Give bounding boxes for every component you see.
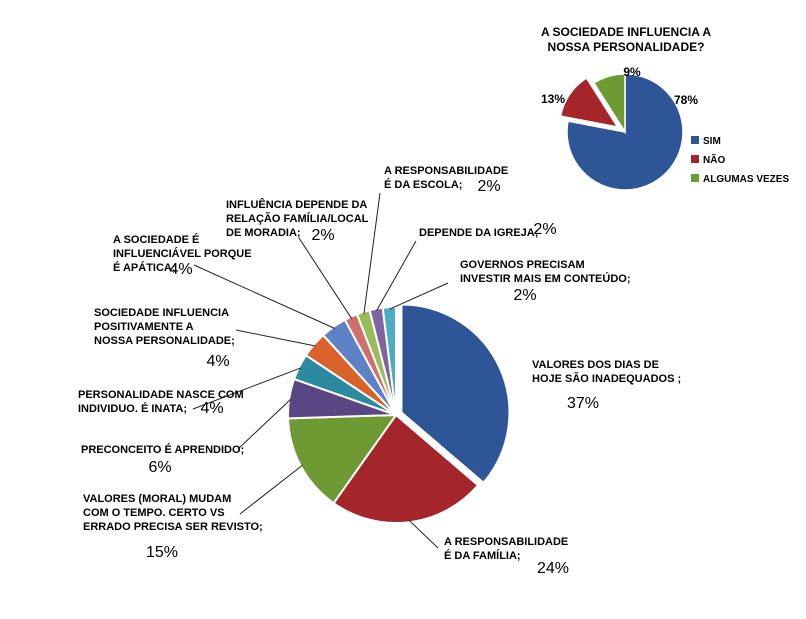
slice-percent-9: 2% xyxy=(477,178,500,195)
leader-line xyxy=(239,464,303,515)
slice-label-9: A RESPONSABILIDADE É DA ESCOLA; xyxy=(384,165,508,191)
slice-percent-7: 4% xyxy=(169,261,192,278)
pie-data-label: 78% xyxy=(674,93,698,107)
leader-line xyxy=(363,192,381,315)
slice-label-4: PRECONCEITO É APRENDIDO; xyxy=(81,443,244,456)
pie-slice-3 xyxy=(592,73,626,135)
leader-line xyxy=(376,240,417,312)
slice-label-5: PERSONALIDADE NASCE COM INDIVIDUO. É INAT… xyxy=(78,389,244,415)
slice-percent-6: 4% xyxy=(206,353,229,370)
slice-percent-8: 2% xyxy=(311,227,334,244)
slice-label-11: GOVERNOS PRECISAM INVESTIR MAIS EM CONTEÚ… xyxy=(460,259,631,285)
pie-data-label: 13% xyxy=(541,92,565,106)
slice-label-6: SOCIEDADE INFLUENCIA POSITIVAMENTE A NOSSA… xyxy=(94,307,235,347)
leader-line xyxy=(298,237,353,319)
legend-item-algumas-vezes-swatch xyxy=(691,174,699,182)
slice-percent-5: 4% xyxy=(200,400,223,417)
legend-item-sim-swatch xyxy=(691,136,699,144)
leader-line xyxy=(237,398,292,450)
pie-slice-2 xyxy=(559,76,620,129)
leader-line xyxy=(192,367,302,410)
leader-line xyxy=(193,264,336,329)
chart-title: A SOCIEDADE INFLUENCIA A NOSSA PERSONALID… xyxy=(541,25,711,54)
legend-item-algumas-vezes: ALGUMAS VEZES xyxy=(703,174,789,185)
pie-data-label: 9% xyxy=(623,65,641,79)
slice-percent-10: 2% xyxy=(533,221,556,238)
large-pie-chart: VALORES DOS DIAS DE HOJE SÃO INADEQUADOS … xyxy=(78,165,681,577)
slice-label-3: VALORES (MORAL) MUDAM COM O TEMPO. CERTO … xyxy=(83,493,263,533)
legend-item-sim: SIM xyxy=(703,136,721,147)
slice-percent-11: 2% xyxy=(513,287,536,304)
pie-slice-11 xyxy=(381,305,397,416)
pie-slice-1 xyxy=(400,303,511,485)
slice-percent-4: 6% xyxy=(148,459,171,476)
slice-label-7: A SOCIEDADE É INFLUENCIÁVEL PORQUE É APÁTI… xyxy=(113,233,252,274)
pie-slice-2 xyxy=(332,413,480,525)
leader-line xyxy=(408,519,439,549)
slice-percent-2: 24% xyxy=(537,560,569,577)
small-pie-chart: 78% 13% 9% A SOCIEDADE INFLUENCIA A NOSSA PE… xyxy=(541,25,789,191)
slice-label-2: A RESPONSABILIDADE É DA FAMÍLIA; xyxy=(444,536,568,562)
slice-percent-1: 37% xyxy=(567,395,599,412)
slice-label-1: VALORES DOS DIAS DE HOJE SÃO INADEQUADOS … xyxy=(532,359,681,385)
slice-percent-3: 15% xyxy=(146,544,178,561)
legend-item-nao-swatch xyxy=(691,155,699,163)
slice-label-10: DEPENDE DA IGREJA; xyxy=(419,227,538,239)
legend-item-nao: NÃO xyxy=(703,153,725,166)
leader-line xyxy=(235,329,316,347)
pie-slice-1 xyxy=(566,73,684,191)
slice-label-8: INFLUÊNCIA DEPENDE DA RELAÇÃO FAMÍLIA/LOC… xyxy=(226,198,369,239)
leader-line xyxy=(389,282,449,310)
